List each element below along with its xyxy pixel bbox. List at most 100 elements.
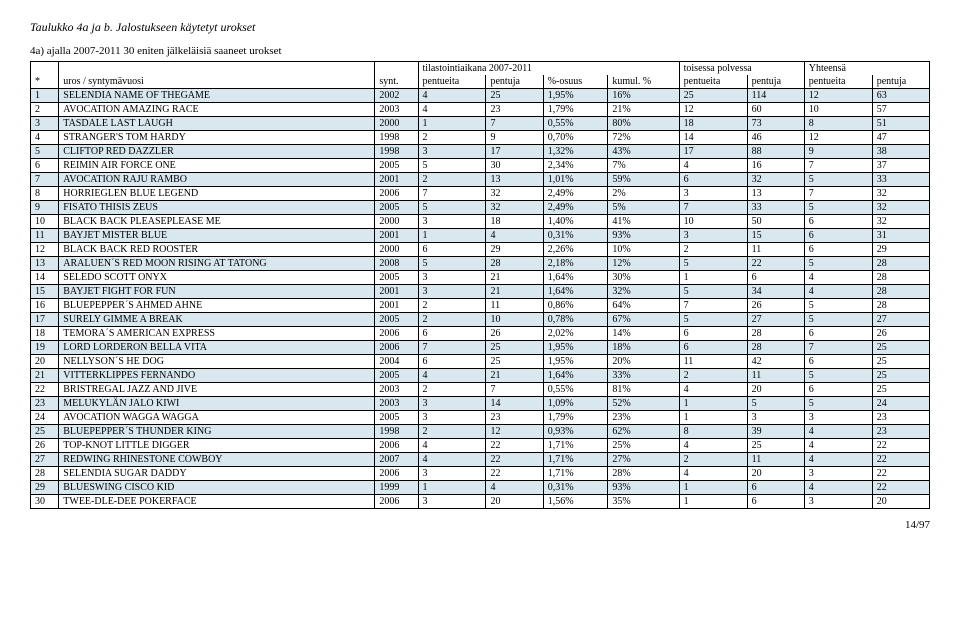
table-cell: 59% (608, 173, 679, 187)
table-cell: 4 (418, 369, 486, 383)
table-cell: 20 (872, 495, 929, 509)
table-cell: 1,71% (543, 453, 608, 467)
table-cell: 20% (608, 355, 679, 369)
table-row: 9FISATO THISIS ZEUS20055322,49%5%733532 (31, 201, 930, 215)
table-cell: 2% (608, 187, 679, 201)
table-cell: 60 (747, 103, 804, 117)
table-cell: 22 (872, 481, 929, 495)
table-cell: 23 (486, 411, 543, 425)
table-cell: 17 (679, 145, 747, 159)
table-cell: 7 (486, 383, 543, 397)
table-cell: 3 (418, 215, 486, 229)
table-cell: BLACK BACK RED ROOSTER (59, 243, 375, 257)
table-cell: 6 (747, 271, 804, 285)
table-cell: 28 (486, 257, 543, 271)
table-cell: 2005 (375, 411, 418, 425)
table-cell: 1998 (375, 131, 418, 145)
table-cell: 11 (486, 299, 543, 313)
table-cell: 28 (747, 327, 804, 341)
table-cell: 21 (486, 271, 543, 285)
table-cell: 22 (872, 467, 929, 481)
table-cell: 6 (679, 341, 747, 355)
table-cell: 18 (679, 117, 747, 131)
table-cell: 6 (804, 243, 872, 257)
table-cell: 1 (679, 271, 747, 285)
table-cell: 32 (872, 201, 929, 215)
table-cell: BLUESWING CISCO KID (59, 481, 375, 495)
table-cell: 28 (31, 467, 59, 481)
table-cell: 23 (872, 425, 929, 439)
table-cell: 41% (608, 215, 679, 229)
table-cell: 2001 (375, 285, 418, 299)
table-cell: 22 (872, 439, 929, 453)
table-cell: 0,93% (543, 425, 608, 439)
table-cell: 31 (872, 229, 929, 243)
table-cell: 6 (747, 481, 804, 495)
table-cell: 12 (679, 103, 747, 117)
table-cell: 2001 (375, 299, 418, 313)
table-cell: 23 (486, 103, 543, 117)
table-cell: 2,02% (543, 327, 608, 341)
table-cell: 64% (608, 299, 679, 313)
table-cell: 2000 (375, 243, 418, 257)
table-cell: 6 (31, 159, 59, 173)
table-cell: 29 (486, 243, 543, 257)
table-cell: 28% (608, 467, 679, 481)
table-cell: 19 (31, 341, 59, 355)
table-cell: 7 (804, 187, 872, 201)
table-cell: 4 (418, 453, 486, 467)
table-cell: FISATO THISIS ZEUS (59, 201, 375, 215)
table-cell: 1 (418, 117, 486, 131)
table-cell: 23 (31, 397, 59, 411)
table-cell: 1,01% (543, 173, 608, 187)
table-cell: 4 (486, 229, 543, 243)
table-cell: 2 (418, 131, 486, 145)
table-row: 10BLACK BACK PLEASEPLEASE ME20003181,40%… (31, 215, 930, 229)
table-cell: 1 (679, 411, 747, 425)
table-cell: 32 (747, 173, 804, 187)
table-cell: 25 (486, 355, 543, 369)
table-cell: 10 (486, 313, 543, 327)
table-row: 28SELENDIA SUGAR DADDY20063221,71%28%420… (31, 467, 930, 481)
table-cell: 27% (608, 453, 679, 467)
table-cell: 93% (608, 229, 679, 243)
title-main: Taulukko 4a ja b. Jalostukseen käytetyt … (30, 20, 930, 35)
table-row: 27REDWING RHINESTONE COWBOY20074221,71%2… (31, 453, 930, 467)
table-cell: 28 (872, 257, 929, 271)
table-cell: 1,79% (543, 411, 608, 425)
table-cell: 6 (418, 327, 486, 341)
table-cell: 35% (608, 495, 679, 509)
table-cell: 16% (608, 89, 679, 103)
table-cell: 1,71% (543, 467, 608, 481)
table-cell: 5 (31, 145, 59, 159)
table-cell: 5 (804, 397, 872, 411)
table-cell: 0,55% (543, 117, 608, 131)
table-row: 1SELENDIA NAME OF THEGAME20024251,95%16%… (31, 89, 930, 103)
table-cell: 7 (418, 187, 486, 201)
table-cell: 2006 (375, 187, 418, 201)
table-row: 18TEMORA´S AMERICAN EXPRESS20066262,02%1… (31, 327, 930, 341)
table-cell: 25 (679, 89, 747, 103)
table-cell: 26 (486, 327, 543, 341)
table-cell: TEMORA´S AMERICAN EXPRESS (59, 327, 375, 341)
table-cell: 2,49% (543, 187, 608, 201)
table-cell: 3 (747, 411, 804, 425)
table-cell: 2,18% (543, 257, 608, 271)
table-cell: BLUEPEPPER´S AHMED AHNE (59, 299, 375, 313)
table-cell: 50 (747, 215, 804, 229)
table-cell: 26 (872, 327, 929, 341)
table-cell: 2,49% (543, 201, 608, 215)
table-cell: 14 (31, 271, 59, 285)
table-cell: 2007 (375, 453, 418, 467)
table-cell: 3 (418, 271, 486, 285)
col-header: * (31, 75, 59, 89)
table-cell: 7 (31, 173, 59, 187)
table-cell: 23% (608, 411, 679, 425)
table-cell: 13 (31, 257, 59, 271)
group-header-2: toisessa polvessa (679, 62, 804, 76)
table-cell: 4 (418, 89, 486, 103)
table-cell: 1,64% (543, 271, 608, 285)
table-cell: 2002 (375, 89, 418, 103)
table-cell: 93% (608, 481, 679, 495)
table-row: 12BLACK BACK RED ROOSTER20006292,26%10%2… (31, 243, 930, 257)
